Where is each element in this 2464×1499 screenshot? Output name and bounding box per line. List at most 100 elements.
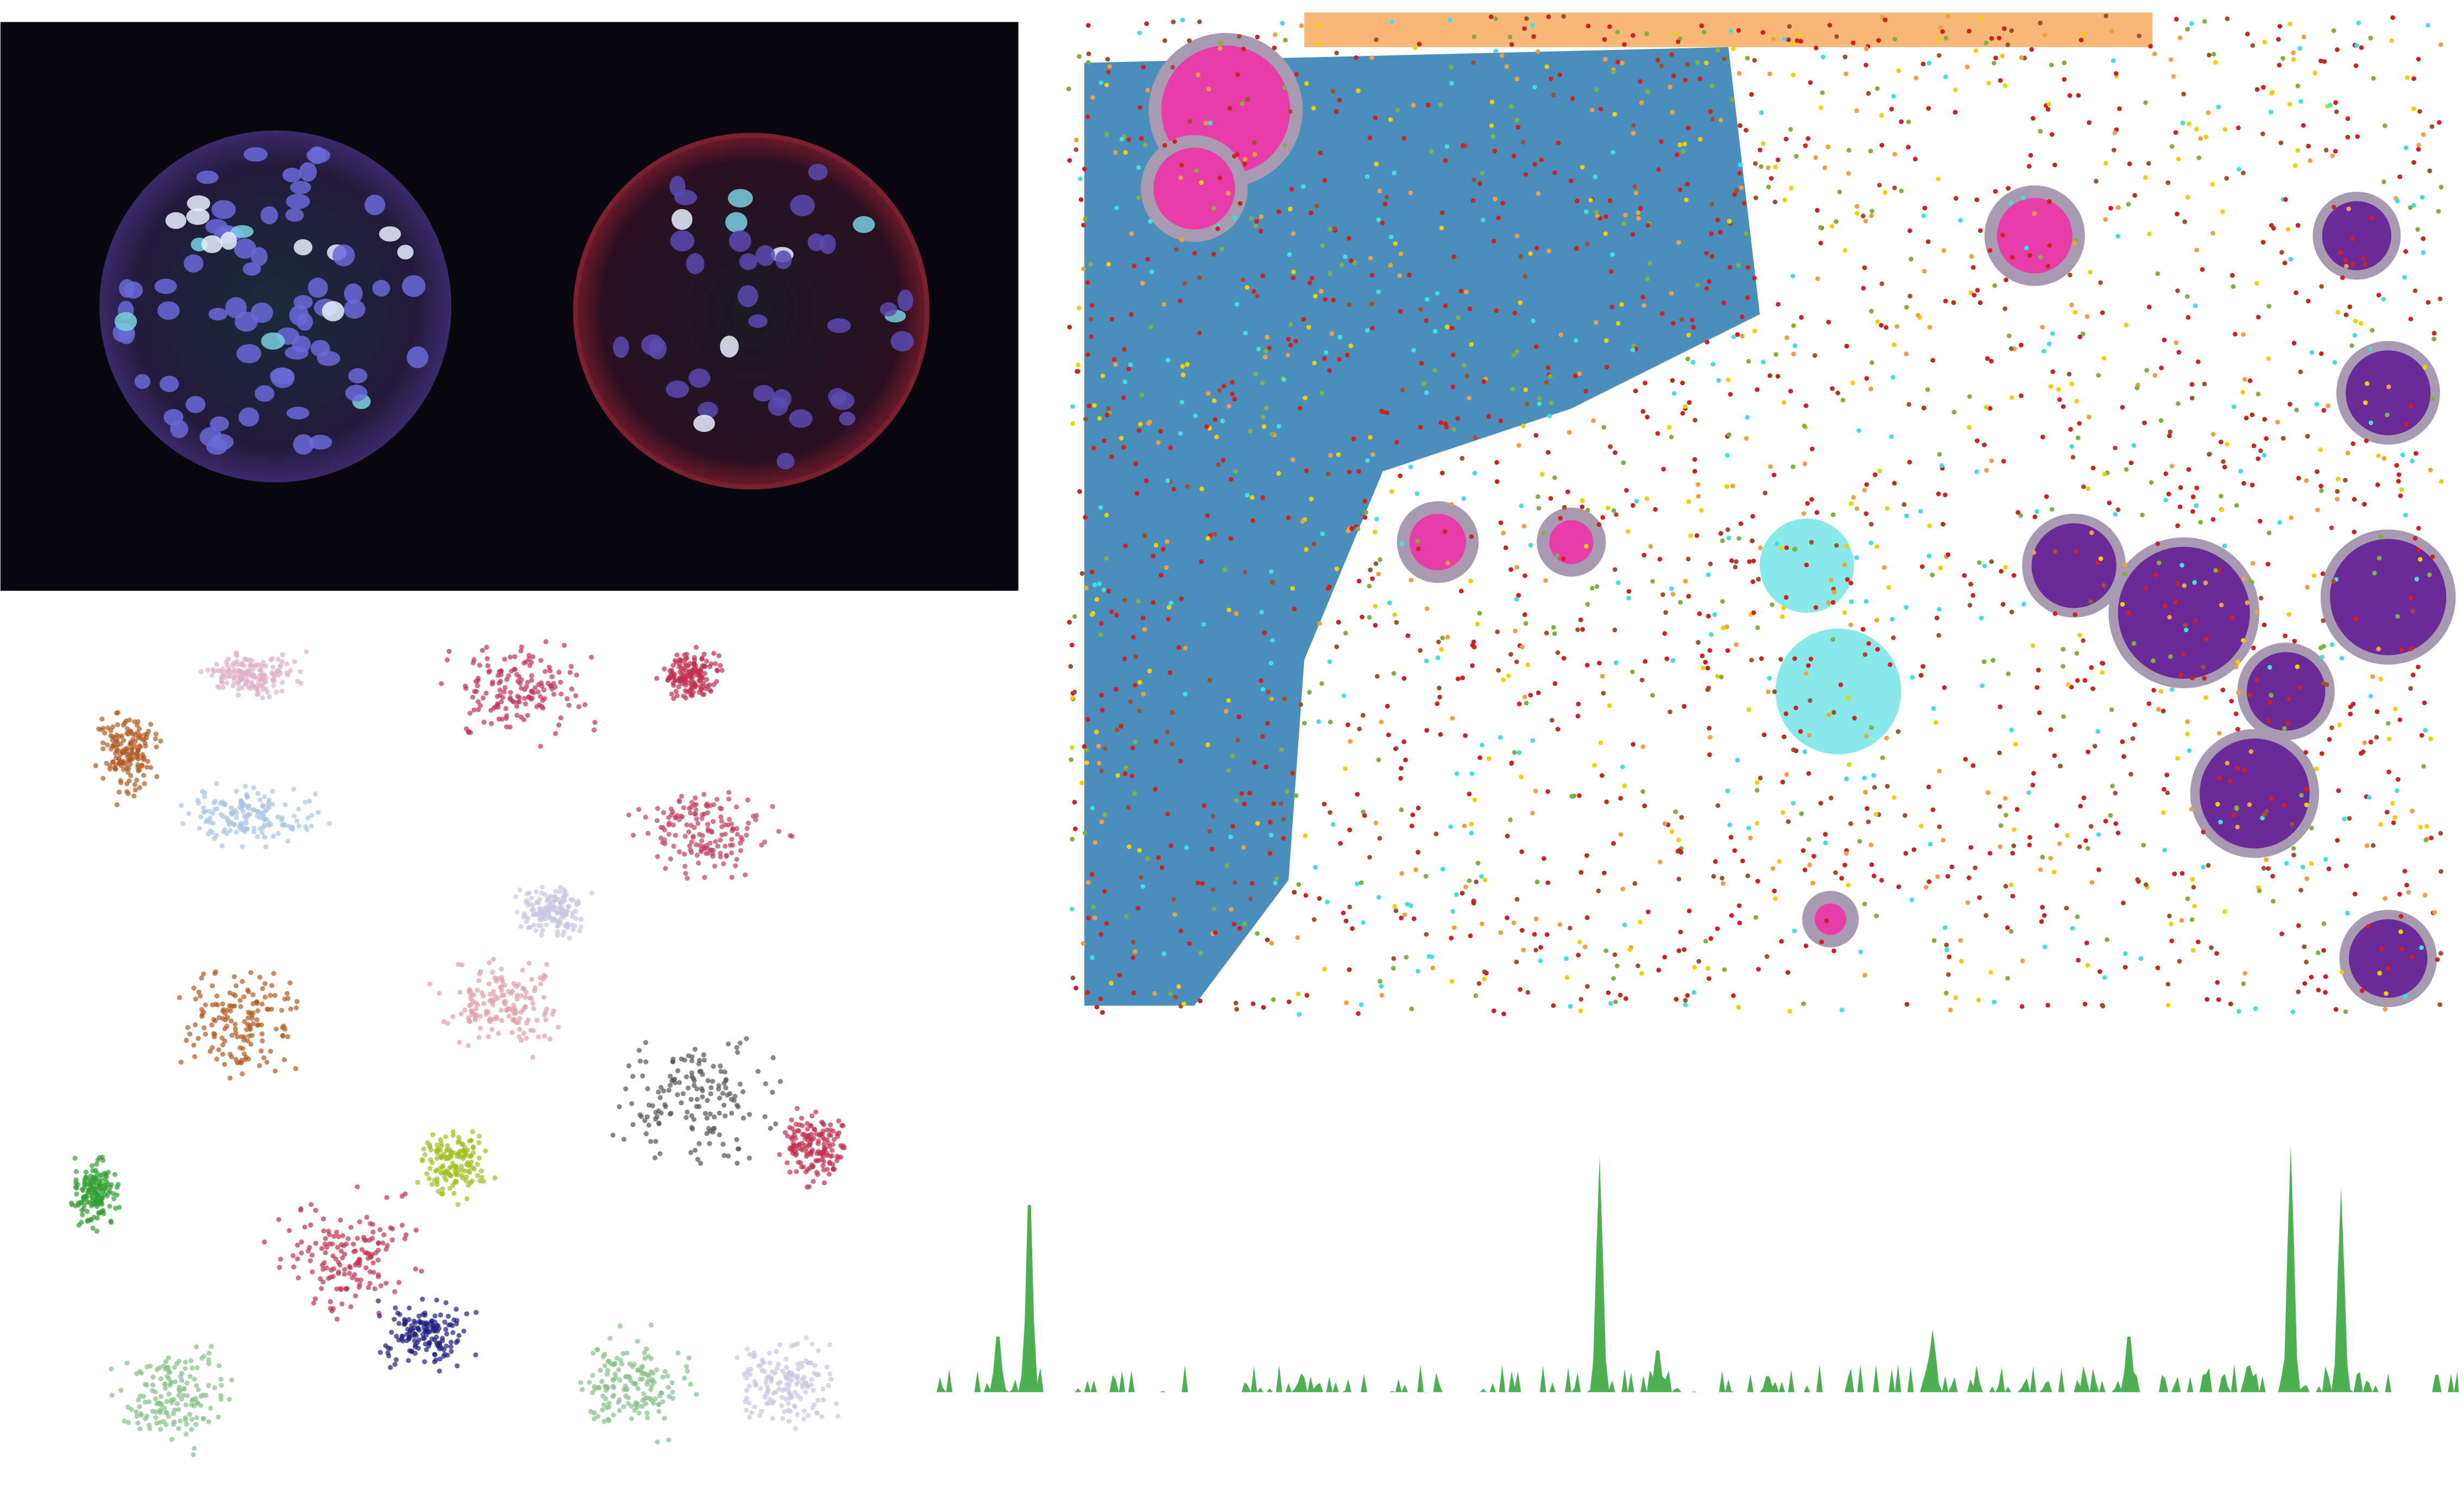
cell bbox=[1842, 862, 1848, 868]
umap-point bbox=[532, 988, 538, 993]
umap-point bbox=[271, 971, 276, 977]
cell bbox=[1498, 520, 1503, 525]
cell bbox=[1806, 771, 1811, 776]
umap-point bbox=[734, 1161, 740, 1166]
cell bbox=[1600, 515, 1606, 520]
umap-point bbox=[340, 1233, 345, 1238]
umap-point bbox=[810, 1405, 816, 1410]
umap-point bbox=[530, 654, 536, 659]
umap-point bbox=[718, 663, 723, 669]
umap-point bbox=[342, 1267, 348, 1272]
umap-point bbox=[463, 1178, 469, 1183]
umap-point bbox=[128, 773, 134, 778]
cell bbox=[1683, 998, 1688, 1003]
cell bbox=[2175, 581, 2180, 587]
cell bbox=[1217, 388, 1222, 393]
cell bbox=[1315, 23, 1321, 28]
cell bbox=[1639, 100, 1644, 105]
cell bbox=[2202, 676, 2207, 681]
umap-point bbox=[618, 1358, 623, 1363]
cell bbox=[1401, 676, 1407, 681]
umap-point bbox=[544, 905, 549, 911]
cell bbox=[2000, 53, 2005, 59]
cell bbox=[1943, 492, 1948, 497]
cell bbox=[1645, 89, 1650, 95]
umap-point bbox=[466, 989, 472, 994]
umap-point bbox=[277, 670, 283, 676]
cell bbox=[1600, 673, 1605, 679]
umap-point bbox=[517, 699, 522, 704]
cell bbox=[1669, 291, 1674, 296]
cell bbox=[2003, 884, 2008, 889]
cell bbox=[1291, 269, 1296, 274]
cell bbox=[2035, 685, 2040, 690]
cell bbox=[1557, 922, 1563, 927]
umap-point bbox=[747, 1415, 753, 1420]
umap-point bbox=[590, 1372, 596, 1378]
cell bbox=[2229, 698, 2234, 704]
cell bbox=[1874, 618, 1879, 623]
umap-point bbox=[441, 1019, 447, 1024]
umap-point bbox=[263, 676, 268, 681]
cell bbox=[1641, 303, 1646, 308]
cell bbox=[1445, 634, 1450, 640]
cell bbox=[2230, 273, 2235, 278]
umap-point bbox=[660, 1399, 666, 1404]
nucleus bbox=[789, 409, 813, 428]
cell bbox=[2335, 837, 2340, 843]
umap-point bbox=[666, 1394, 672, 1399]
umap-point bbox=[473, 1309, 479, 1315]
nucleus bbox=[134, 374, 150, 389]
umap-point bbox=[648, 1356, 654, 1361]
cell bbox=[2175, 211, 2179, 217]
cell bbox=[1322, 966, 1327, 972]
cell bbox=[1630, 347, 1635, 352]
cell bbox=[1531, 318, 1536, 324]
cell bbox=[1107, 64, 1112, 69]
cell bbox=[2140, 512, 2145, 518]
cell bbox=[1126, 844, 1132, 849]
cell bbox=[1625, 529, 1631, 534]
cell bbox=[1109, 980, 1114, 986]
umap-point bbox=[218, 1396, 224, 1402]
umap-point bbox=[789, 834, 795, 839]
umap-point bbox=[697, 1057, 702, 1063]
cell bbox=[1875, 647, 1880, 652]
cell bbox=[1451, 925, 1457, 930]
cell bbox=[2202, 381, 2207, 387]
umap-point bbox=[744, 1346, 750, 1352]
umap-point bbox=[643, 814, 648, 820]
umap-point bbox=[338, 1287, 344, 1292]
cell bbox=[1463, 884, 1468, 890]
cell bbox=[2031, 550, 2036, 555]
cell bbox=[2045, 1003, 2050, 1008]
cell bbox=[1618, 992, 1623, 998]
cell bbox=[2178, 672, 2184, 678]
umap-point bbox=[709, 1085, 714, 1091]
cell bbox=[1766, 689, 1771, 695]
cell bbox=[1705, 665, 1710, 671]
umap-point bbox=[671, 683, 677, 688]
cell bbox=[2345, 450, 2351, 456]
cell bbox=[1682, 947, 1687, 952]
cell bbox=[2240, 389, 2246, 395]
umap-point bbox=[693, 807, 699, 813]
cell bbox=[1639, 677, 1645, 683]
cell bbox=[1356, 469, 1361, 474]
cell bbox=[1450, 352, 1456, 357]
cell bbox=[2245, 600, 2250, 606]
umap-point bbox=[794, 1106, 800, 1111]
cell bbox=[1184, 845, 1189, 851]
cell bbox=[2324, 682, 2329, 687]
umap-point bbox=[93, 1186, 98, 1191]
umap-point bbox=[268, 1048, 273, 1054]
cell bbox=[1327, 659, 1332, 664]
nucleus bbox=[725, 212, 748, 232]
umap-point bbox=[437, 1356, 443, 1362]
cell bbox=[1320, 243, 1325, 248]
umap-point bbox=[641, 1391, 646, 1396]
cell bbox=[1791, 323, 1796, 328]
cell bbox=[2383, 896, 2387, 901]
umap-point bbox=[705, 851, 711, 856]
umap-point bbox=[266, 1006, 271, 1012]
